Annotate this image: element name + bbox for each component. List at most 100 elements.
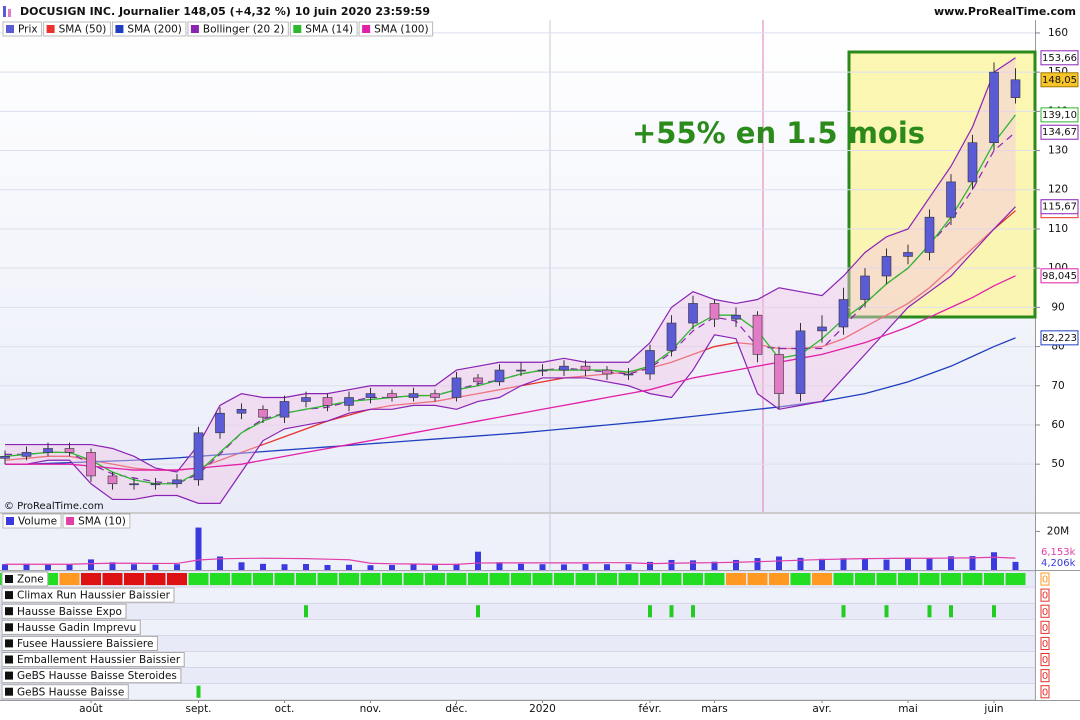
candle-body	[989, 71, 999, 144]
legend-box	[187, 21, 289, 37]
legend-swatch	[293, 25, 302, 33]
x-tick-label: avr.	[812, 703, 831, 715]
moving-average	[5, 275, 1016, 471]
zone-cell	[812, 573, 832, 586]
zone-cell	[941, 573, 961, 586]
candle-body	[172, 479, 182, 485]
x-tick-label: juin	[983, 703, 1003, 715]
price-plot	[0, 32, 1035, 504]
x-tick-label: févr.	[638, 703, 661, 715]
zone-cell	[145, 573, 166, 586]
candle-body	[602, 369, 612, 375]
volume-bar	[432, 565, 438, 570]
candle-body	[21, 452, 32, 457]
candle-body	[709, 303, 720, 320]
zone-cell	[597, 573, 617, 586]
candle-body	[451, 377, 462, 398]
volume-bar	[410, 564, 417, 570]
signal-value-box	[1040, 685, 1050, 699]
volume-bar	[496, 562, 503, 570]
candle-body	[860, 275, 870, 300]
volume-bar	[389, 564, 395, 570]
chart-title: DOCUSIGN INC. Journalier 148,05 (+4,32 %…	[20, 5, 430, 18]
volume-bar	[152, 564, 159, 570]
candle-body	[838, 299, 849, 328]
value-label: 134,67	[1042, 127, 1077, 138]
zone-cell	[446, 573, 467, 586]
legend-label: SMA (10)	[78, 516, 126, 528]
zone-cell	[640, 573, 660, 586]
volume-bar	[647, 561, 653, 570]
candle-body	[301, 397, 311, 402]
logo-icon	[3, 6, 6, 17]
value-label-box	[1040, 330, 1079, 346]
zone-cell	[317, 573, 338, 586]
zone-cell	[855, 573, 875, 586]
signal-label: GeBS Hausse Baisse Steroides	[17, 670, 177, 682]
signal-bar	[648, 605, 652, 618]
candle-body	[387, 393, 397, 398]
signal-bar	[927, 605, 932, 618]
signal-icon	[5, 687, 13, 696]
signal-value-box	[1040, 669, 1050, 683]
value-label: 148,05	[1042, 75, 1077, 86]
site-link[interactable]: www.ProRealTime.com	[934, 5, 1076, 18]
candle-body	[408, 393, 419, 398]
zone-cell	[747, 573, 768, 586]
zone-cell	[919, 573, 940, 586]
candle-body	[967, 142, 978, 183]
volume-bar	[991, 552, 997, 570]
candle-body	[537, 369, 548, 372]
candle-body	[516, 369, 526, 372]
zone-cell	[769, 573, 789, 586]
signal-bar	[304, 605, 308, 618]
signal-label-box	[1, 635, 158, 652]
candle-body	[365, 393, 376, 398]
volume-bar	[539, 564, 546, 570]
volume-bar	[367, 565, 374, 570]
zone-cell	[790, 573, 811, 586]
signal-value-box	[1040, 653, 1050, 667]
y-tick-label: 50	[1051, 458, 1064, 470]
zone-cell	[210, 573, 230, 586]
zone-cell	[59, 573, 80, 586]
legend-label: SMA (200)	[127, 24, 181, 36]
signal-value-box	[1040, 620, 1050, 634]
value-label: 139,10	[1042, 110, 1077, 121]
volume-bar	[711, 561, 718, 570]
legend-label: SMA (14)	[305, 24, 353, 36]
candle-body	[150, 483, 161, 486]
value-label-box	[1040, 72, 1079, 88]
volume-bar	[217, 556, 223, 570]
candle-body	[924, 216, 935, 253]
zone-cell	[425, 573, 445, 586]
zone-cell	[532, 573, 553, 586]
signal-row	[0, 602, 1036, 620]
zone-cell	[962, 573, 983, 586]
candle-body	[86, 452, 96, 477]
y-tick-label: 160	[1048, 27, 1068, 39]
copyright: © ProRealTime.com	[4, 501, 104, 512]
volume-bar	[582, 564, 589, 570]
signal-label-box	[1, 587, 175, 603]
legend-box	[62, 513, 131, 529]
candle-body	[258, 408, 268, 418]
value-label-box	[1040, 50, 1079, 66]
zone-cell	[360, 573, 381, 586]
legend-swatch	[66, 517, 75, 525]
zone-cell	[339, 573, 359, 586]
zone-cell	[296, 573, 316, 586]
legend-label: SMA (50)	[59, 24, 107, 36]
signal-row	[0, 683, 1036, 701]
volume-bar	[2, 564, 8, 570]
x-tick-label: mai	[898, 703, 918, 715]
signal-icon	[5, 575, 13, 583]
volume-bar	[238, 562, 245, 570]
candle-body	[580, 365, 591, 371]
signal-bar	[196, 685, 201, 698]
value-label-box	[1040, 199, 1079, 215]
signal-value-box	[1040, 572, 1050, 586]
signal-value: 0	[1042, 623, 1048, 634]
volume-bar	[926, 558, 933, 570]
